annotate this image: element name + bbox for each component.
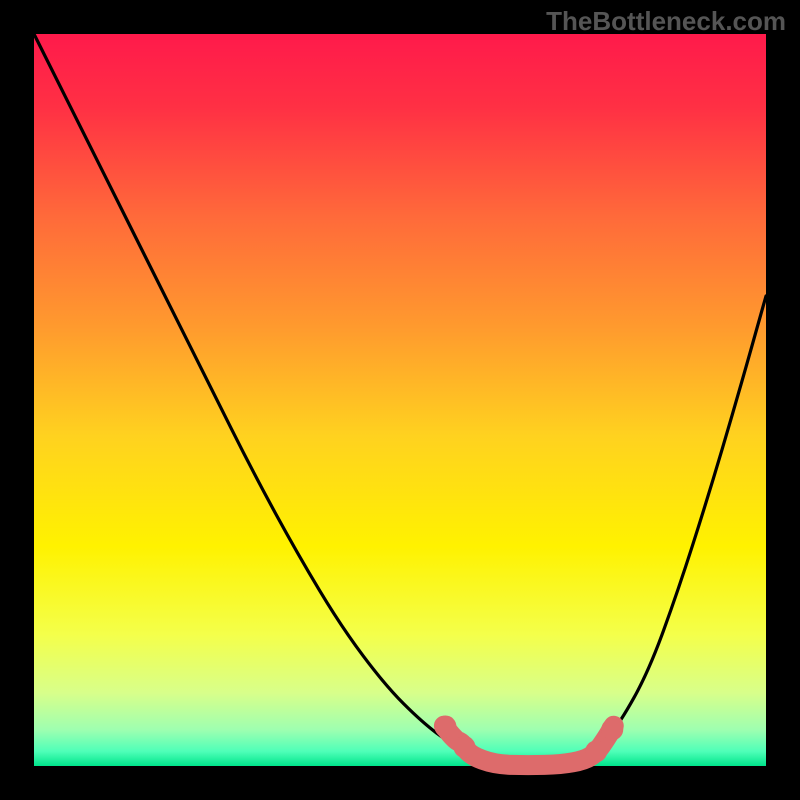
gradient-plot-area: [34, 34, 766, 766]
highlight-dot: [601, 718, 623, 740]
highlight-dot: [434, 715, 456, 737]
highlight-dot: [585, 740, 607, 762]
chart-stage: TheBottleneck.com: [0, 0, 800, 800]
highlight-dot: [453, 736, 475, 758]
chart-svg: [0, 0, 800, 800]
